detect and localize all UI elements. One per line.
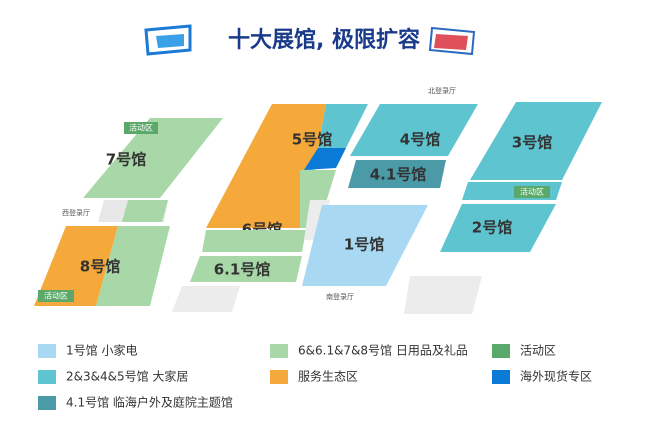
title-deco-left [144,24,192,56]
legend-label: 2&3&4&5号馆 大家居 [66,369,188,384]
legend-label: 4.1号馆 临海户外及庭院主题馆 [66,395,233,410]
hall-label: 7号馆 [106,151,146,169]
hall-label: 1号馆 [344,236,384,254]
hall-label: 3号馆 [512,134,552,152]
tag-label: 活动区 [129,123,153,133]
hall-4 [350,104,478,156]
activity-zone [124,122,158,134]
hall-8 [96,226,170,306]
legend-label: 1号馆 小家电 [66,343,137,358]
tag-label: 活动区 [520,187,544,197]
hall-2 [440,204,556,252]
hall-3 [470,102,602,180]
legend-label: 服务生态区 [298,369,358,384]
hall-label: 4.1号馆 [370,166,427,184]
hall-6-service [206,104,326,228]
legend-label: 6&6.1&7&8号馆 日用品及礼品 [298,343,468,358]
hall-label: 2号馆 [472,219,512,237]
blank-block [172,286,240,312]
hall-1 [302,205,428,286]
overseas-zone [304,148,346,170]
hall-label: 6.1号馆 [214,261,271,279]
hall-8-service [34,226,118,306]
legend-swatch [492,370,510,384]
legend-label: 活动区 [520,344,556,358]
hall-6-strip [202,230,306,252]
blank-block [404,276,482,314]
hall-7 [83,118,223,198]
hall-6-1 [190,256,302,282]
activity-zone [38,290,74,302]
legend-swatch [270,344,288,358]
hall-label: 8号馆 [80,258,120,276]
legend-swatch [270,370,288,384]
legend-swatch [38,396,56,410]
hall-4-1 [348,160,446,188]
legend-swatch [492,344,510,358]
gate-label: 北登录厅 [428,86,456,95]
gate-label: 南登录厅 [326,292,354,301]
legend-swatch [38,370,56,384]
legend-label: 海外现货专区 [520,369,592,384]
gate-label: 西登录厅 [62,208,90,217]
tag-label: 活动区 [44,291,68,301]
hall-5 [300,104,368,228]
title: 十大展馆, 极限扩容 [228,27,420,53]
hall-label: 5号馆 [292,131,332,149]
hall-7-ext [122,200,168,222]
title-deco-right [428,26,476,56]
hall-label: 4号馆 [400,131,440,149]
activity-zone [514,186,550,198]
legend-swatch [38,344,56,358]
